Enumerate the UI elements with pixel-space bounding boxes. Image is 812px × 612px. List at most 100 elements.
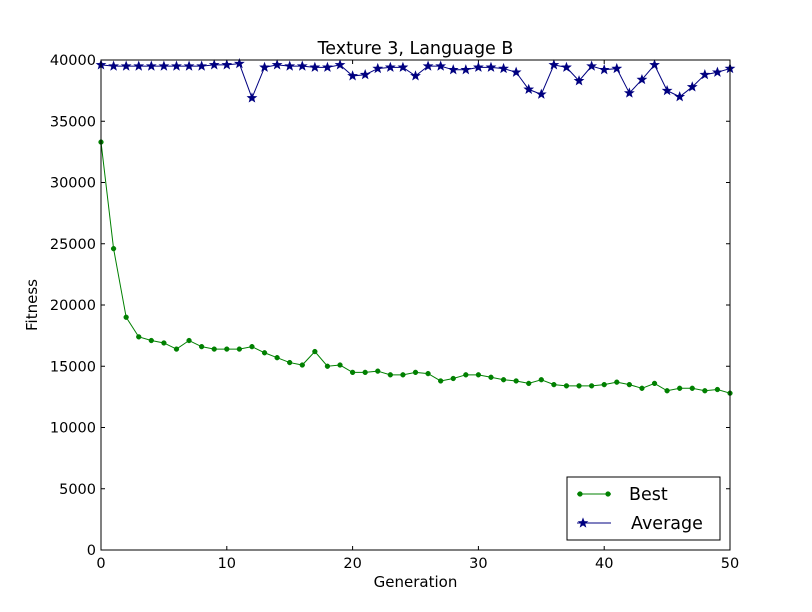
data-point-best — [274, 355, 280, 361]
data-point-average — [674, 91, 686, 102]
data-point-best — [173, 346, 180, 352]
data-point-average — [133, 60, 145, 71]
data-point-best — [563, 383, 570, 389]
data-point-best — [689, 385, 695, 391]
data-point-best — [425, 370, 431, 377]
data-point-best — [236, 346, 243, 352]
data-point-best — [148, 337, 154, 344]
data-point-best — [702, 388, 708, 394]
data-point-best — [186, 337, 192, 344]
legend-marker-best — [605, 491, 611, 497]
data-point-best — [714, 386, 721, 393]
data-point-average — [271, 59, 283, 70]
x-axis-label: Generation — [374, 573, 458, 591]
data-point-average — [397, 61, 409, 72]
data-point-average — [233, 58, 245, 69]
data-point-best — [551, 381, 557, 388]
legend-frame — [566, 476, 721, 541]
y-tick-label: 20000 — [50, 298, 96, 314]
data-point-average — [460, 64, 472, 75]
data-point-best — [400, 372, 406, 378]
data-point-best — [651, 380, 658, 387]
data-point-best — [576, 383, 582, 389]
data-point-best — [287, 359, 293, 366]
data-point-average — [611, 62, 623, 74]
y-tick-label: 15000 — [50, 359, 96, 375]
data-point-best — [299, 362, 305, 368]
legend-entry-best: Best — [577, 485, 668, 505]
data-point-best — [614, 379, 620, 385]
x-tick-label: 0 — [96, 556, 105, 572]
data-point-average — [171, 60, 182, 71]
data-point-average — [322, 61, 333, 72]
chart-title: Texture 3, Language B — [317, 39, 514, 59]
data-point-best — [500, 377, 507, 383]
plot-area — [101, 60, 730, 550]
data-point-average — [649, 59, 660, 70]
data-point-best — [639, 385, 645, 391]
data-point-best — [463, 372, 469, 378]
data-point-average — [384, 61, 396, 72]
data-point-average — [372, 62, 384, 74]
data-point-average — [158, 60, 170, 71]
data-point-average — [661, 84, 673, 96]
data-point-average — [246, 92, 258, 103]
legend: Best Average — [566, 476, 721, 541]
data-point-average — [447, 64, 459, 75]
data-point-average — [699, 69, 711, 80]
data-point-average — [712, 66, 723, 77]
data-point-best — [626, 381, 633, 388]
data-point-average — [523, 83, 535, 94]
data-point-best — [349, 369, 356, 376]
data-point-average — [435, 60, 447, 71]
x-axis: 0 10 20 30 40 50 — [96, 60, 739, 572]
data-point-average — [208, 59, 220, 70]
plot-frame — [100, 59, 731, 551]
data-point-average — [498, 62, 509, 74]
data-point-best — [412, 369, 419, 376]
legend-marker-average — [577, 517, 589, 528]
data-point-average — [309, 61, 321, 72]
data-point-average — [221, 59, 233, 70]
legend-label-best: Best — [629, 485, 668, 505]
data-point-best — [362, 369, 368, 376]
legend-marker-best — [577, 491, 583, 497]
y-axis-label: Fitness — [23, 279, 41, 331]
data-point-best — [601, 381, 607, 388]
data-point-average — [586, 60, 598, 71]
data-point-best — [677, 385, 683, 391]
data-point-best — [538, 377, 544, 383]
data-point-average — [535, 88, 547, 99]
y-tick-label: 30000 — [50, 176, 96, 192]
data-point-best — [450, 375, 456, 382]
series-best — [98, 139, 733, 396]
data-point-average — [196, 60, 208, 71]
data-point-average — [422, 60, 434, 71]
data-point-best — [526, 380, 532, 387]
x-tick-label: 40 — [595, 556, 613, 572]
data-point-best — [312, 348, 318, 355]
x-tick-label: 20 — [343, 556, 361, 572]
data-point-average — [598, 64, 610, 75]
data-point-best — [664, 388, 670, 394]
data-point-average — [284, 60, 296, 71]
data-point-average — [120, 60, 132, 71]
y-tick-label: 0 — [87, 543, 96, 559]
data-point-average — [473, 61, 484, 72]
data-point-best — [387, 372, 393, 378]
data-point-average — [347, 70, 358, 81]
data-point-average — [623, 87, 635, 98]
x-tick-label: 50 — [721, 556, 739, 572]
data-point-average — [410, 70, 421, 81]
y-tick-label: 35000 — [50, 114, 96, 130]
data-point-best — [588, 383, 595, 389]
data-point-average — [359, 69, 371, 80]
data-point-best — [110, 246, 117, 252]
data-point-best — [249, 344, 255, 350]
data-point-best — [438, 378, 444, 384]
data-point-average — [686, 81, 698, 92]
data-point-best — [211, 346, 217, 352]
data-point-average — [183, 60, 195, 71]
data-point-best — [324, 363, 331, 369]
